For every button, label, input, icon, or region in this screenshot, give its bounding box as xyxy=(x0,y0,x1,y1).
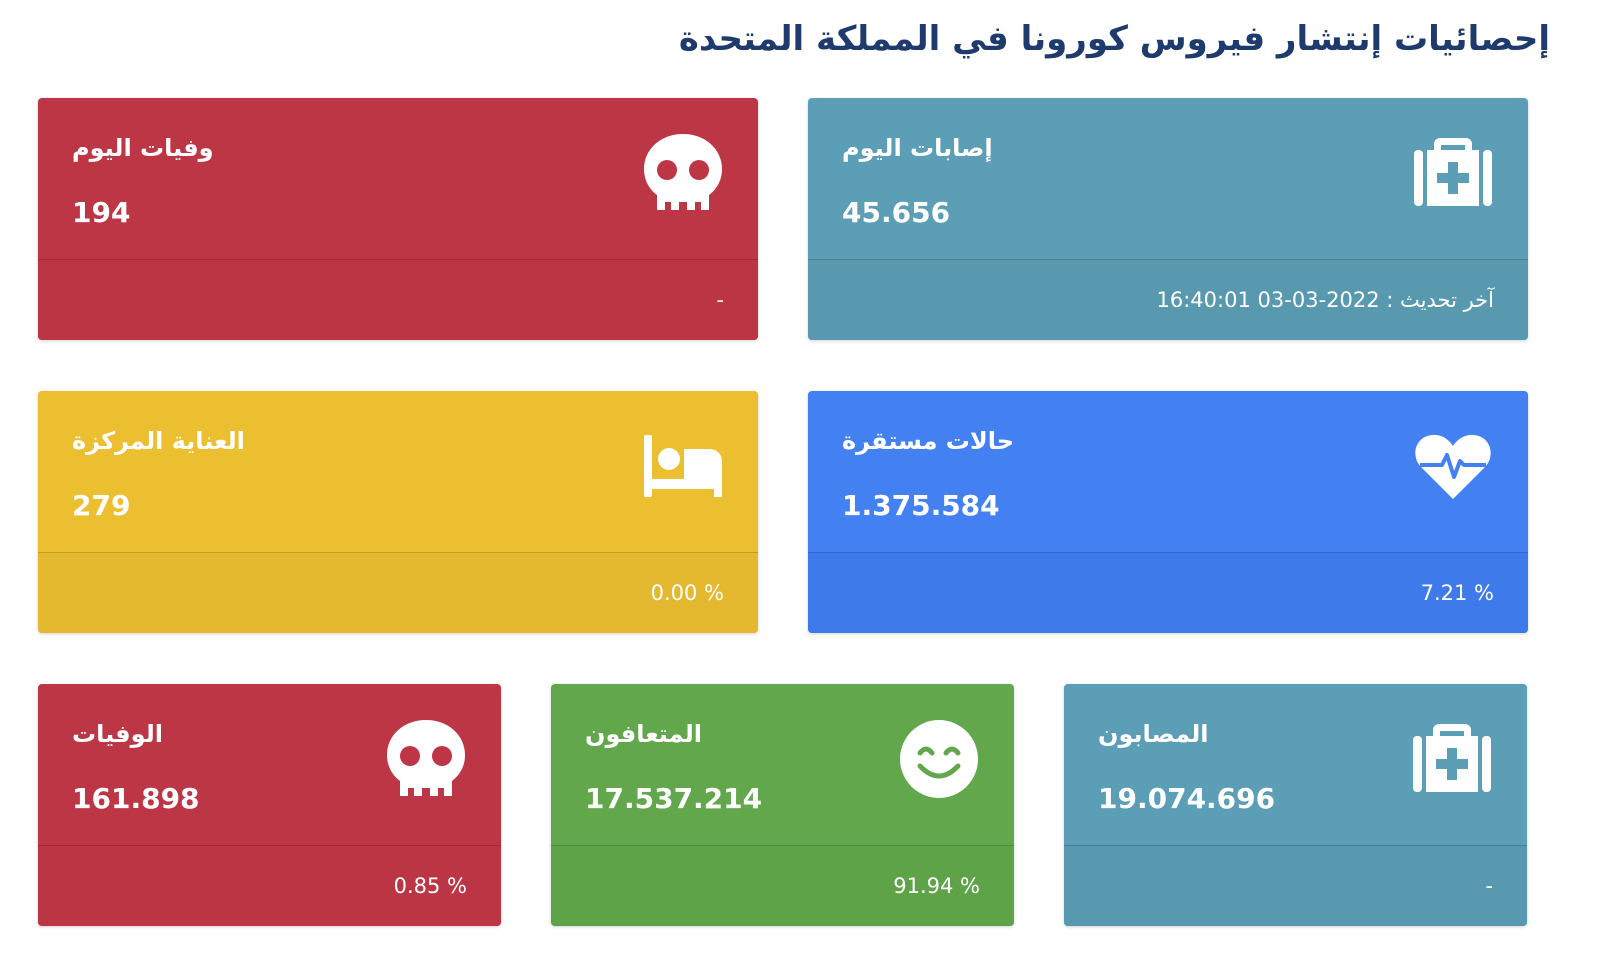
card-value: 279 xyxy=(72,489,131,522)
card-value: 161.898 xyxy=(72,782,200,815)
card-footer: 0.00 % xyxy=(38,552,758,633)
card-footer: آخر تحديث : 2022-03-03 16:40:01 xyxy=(808,259,1528,340)
card-value: 17.537.214 xyxy=(585,782,763,815)
card-body: العناية المركزة 279 xyxy=(38,391,758,552)
card-body: المتعافون 17.537.214 xyxy=(551,684,1014,845)
card-value: 194 xyxy=(72,196,131,229)
card-footer: 0.85 % xyxy=(38,845,501,926)
card-label: حالات مستقرة xyxy=(842,427,1015,455)
card-deaths: الوفيات 161.898 0.85 % xyxy=(38,684,501,926)
card-footer-text: آخر تحديث : 2022-03-03 16:40:01 xyxy=(1156,288,1495,312)
skull-icon xyxy=(644,134,722,210)
card-footer: - xyxy=(38,259,758,340)
page-title: إحصائيات إنتشار فيروس كورونا في المملكة … xyxy=(678,19,1550,59)
card-footer-text: - xyxy=(1485,874,1493,898)
medkit-icon xyxy=(1414,138,1492,206)
card-footer: - xyxy=(1064,845,1527,926)
skull-icon xyxy=(387,720,465,796)
card-body: حالات مستقرة 1.375.584 xyxy=(808,391,1528,552)
card-footer-text: 91.94 % xyxy=(893,874,980,898)
card-footer-text: 0.85 % xyxy=(393,874,467,898)
card-label: وفيات اليوم xyxy=(72,134,214,162)
medkit-icon xyxy=(1413,724,1491,792)
card-recovered: المتعافون 17.537.214 91.94 % xyxy=(551,684,1014,926)
card-today-cases: إصابات اليوم 45.656 آخر تحديث : 2022-03-… xyxy=(808,98,1528,340)
card-value: 45.656 xyxy=(842,196,951,229)
card-label: العناية المركزة xyxy=(72,427,245,455)
card-stable: حالات مستقرة 1.375.584 7.21 % xyxy=(808,391,1528,633)
card-body: إصابات اليوم 45.656 xyxy=(808,98,1528,259)
card-value: 1.375.584 xyxy=(842,489,1000,522)
card-body: المصابون 19.074.696 xyxy=(1064,684,1527,845)
card-label: إصابات اليوم xyxy=(842,134,993,162)
heartbeat-icon xyxy=(1415,434,1491,499)
card-label: المصابون xyxy=(1098,720,1209,748)
card-today-deaths: وفيات اليوم 194 - xyxy=(38,98,758,340)
card-footer: 7.21 % xyxy=(808,552,1528,633)
card-label: المتعافون xyxy=(585,720,702,748)
card-body: وفيات اليوم 194 xyxy=(38,98,758,259)
card-label: الوفيات xyxy=(72,720,163,748)
smile-icon xyxy=(900,720,978,798)
card-icu: العناية المركزة 279 0.00 % xyxy=(38,391,758,633)
card-footer-text: 7.21 % xyxy=(1420,581,1494,605)
card-footer-text: - xyxy=(716,288,724,312)
bed-icon xyxy=(644,435,722,497)
card-value: 19.074.696 xyxy=(1098,782,1276,815)
card-footer: 91.94 % xyxy=(551,845,1014,926)
card-infected: المصابون 19.074.696 - xyxy=(1064,684,1527,926)
card-footer-text: 0.00 % xyxy=(650,581,724,605)
card-body: الوفيات 161.898 xyxy=(38,684,501,845)
